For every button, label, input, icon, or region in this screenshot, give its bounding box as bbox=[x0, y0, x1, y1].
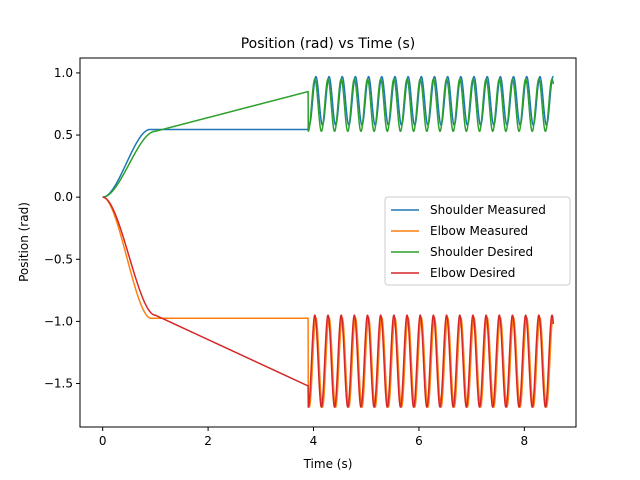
y-tick-label: −1.5 bbox=[44, 377, 73, 391]
x-tick-label: 0 bbox=[99, 434, 107, 448]
y-axis-ticks: −1.5 −1.0 −0.5 0.0 0.5 1.0 bbox=[44, 66, 80, 391]
legend-label-elbow-measured: Elbow Measured bbox=[430, 224, 528, 238]
y-tick-label: −1.0 bbox=[44, 314, 73, 328]
series-line-shoulder-desired bbox=[102, 78, 555, 198]
series-line-elbow-desired bbox=[102, 196, 555, 408]
x-axis-ticks: 0 2 4 6 8 bbox=[99, 427, 528, 448]
series-layer bbox=[102, 75, 555, 408]
x-tick-label: 6 bbox=[415, 434, 423, 448]
legend-label-elbow-desired: Elbow Desired bbox=[430, 266, 515, 280]
x-tick-label: 4 bbox=[310, 434, 318, 448]
plot-frame bbox=[79, 57, 577, 428]
x-tick-label: 8 bbox=[521, 434, 529, 448]
y-tick-label: −0.5 bbox=[44, 252, 73, 266]
legend-entries: Shoulder Measured Elbow Measured Shoulder … bbox=[391, 203, 546, 280]
series-line-elbow-measured bbox=[102, 196, 554, 408]
y-axis-label: Position (rad) bbox=[17, 202, 31, 282]
legend-box bbox=[384, 196, 571, 286]
legend-label-shoulder-measured: Shoulder Measured bbox=[430, 203, 546, 217]
chart-title: Position (rad) vs Time (s) bbox=[241, 36, 416, 52]
x-tick-label: 2 bbox=[204, 434, 212, 448]
legend: Shoulder Measured Elbow Measured Shoulder … bbox=[384, 196, 571, 286]
y-tick-label: 0.0 bbox=[54, 190, 73, 204]
y-tick-label: 0.5 bbox=[54, 128, 73, 142]
x-axis-label: Time (s) bbox=[303, 457, 353, 471]
y-tick-label: 1.0 bbox=[54, 66, 73, 80]
legend-label-shoulder-desired: Shoulder Desired bbox=[430, 245, 533, 259]
